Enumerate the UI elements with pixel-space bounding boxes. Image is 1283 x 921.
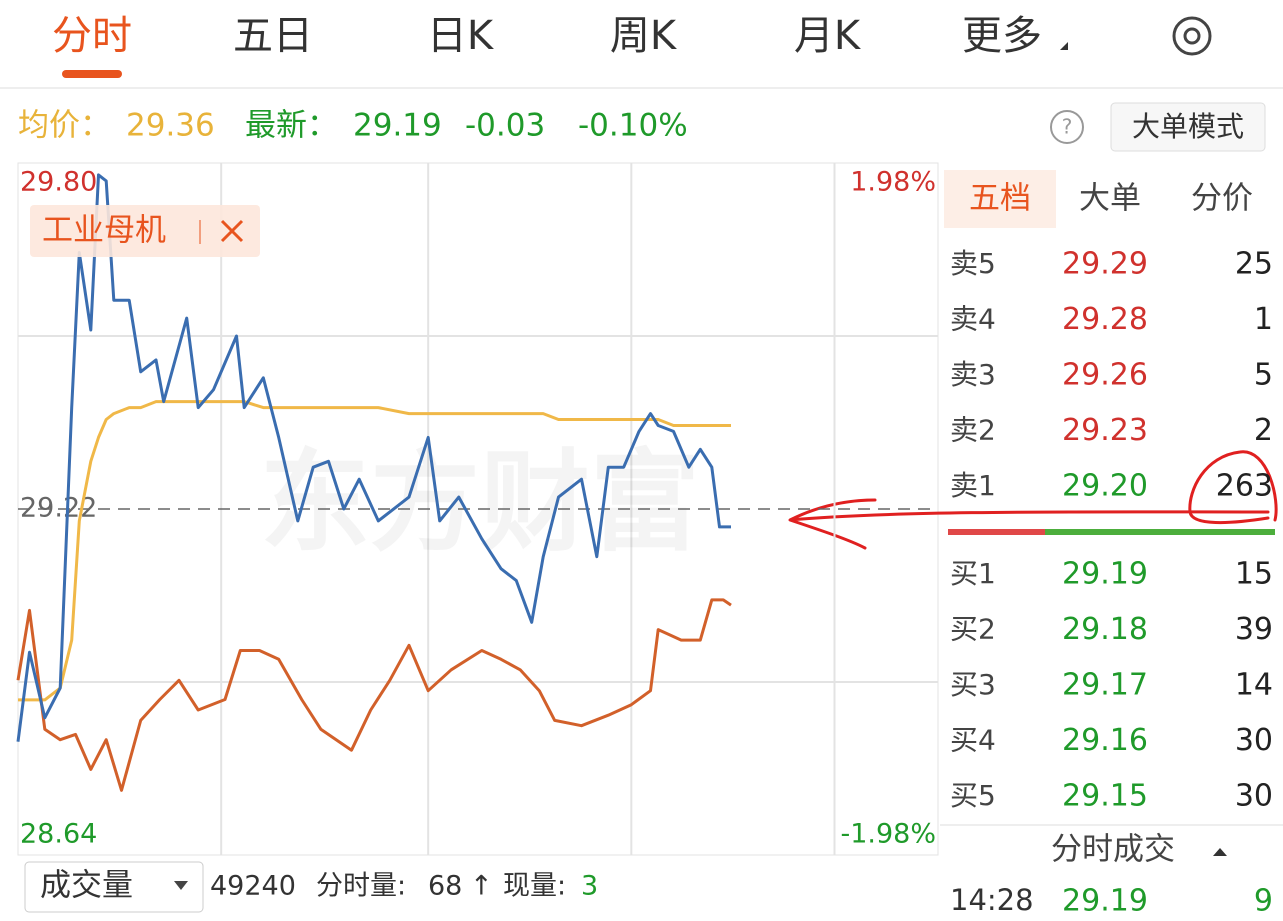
series-line [16, 598, 732, 792]
book-tab-active [944, 170, 1056, 228]
info-latest: 29.19 [353, 108, 442, 144]
tab[interactable]: 月K [794, 13, 862, 59]
book-price: 29.16 [1062, 723, 1148, 758]
volume-current: 3 [581, 871, 598, 902]
y-tick-label: 29.22 [20, 493, 97, 524]
mode-button[interactable]: 大单模式 [1132, 110, 1244, 143]
book-level: 卖2 [950, 414, 996, 447]
overlay-label: 工业母机 [42, 213, 166, 249]
volume-minute-label: 分时量: [316, 871, 406, 902]
tab[interactable]: 更多 [962, 13, 1042, 59]
trades-caret [1213, 848, 1227, 856]
volume-current-label: 现量: [503, 871, 566, 902]
book-level: 买4 [950, 724, 996, 757]
info-change: -0.03 [465, 108, 545, 144]
series-line [16, 173, 731, 742]
y2-tick-label: -1.98% [840, 819, 936, 850]
book-volume: 1 [1254, 302, 1273, 337]
book-volume: 14 [1235, 668, 1273, 703]
tab[interactable]: 周K [610, 13, 678, 59]
ask-depth-bar [948, 529, 1045, 535]
book-volume: 263 [1216, 469, 1273, 504]
book-volume: 39 [1235, 612, 1273, 647]
book-price: 29.15 [1062, 779, 1148, 814]
book-level: 卖4 [950, 303, 996, 336]
book-tab[interactable]: 分价 [1191, 181, 1253, 217]
book-level: 买3 [950, 668, 996, 701]
volume-arrow: ↑ [470, 871, 493, 902]
book-price: 29.23 [1062, 413, 1148, 448]
volume-selector-caret [174, 881, 188, 890]
trade-time: 14:28 [950, 883, 1034, 917]
book-volume: 5 [1254, 358, 1273, 393]
help-icon[interactable] [1050, 110, 1084, 144]
bid-depth-bar [1045, 529, 1275, 535]
y-tick-label: 28.64 [20, 819, 97, 850]
trades-title: 分时成交 [1051, 832, 1175, 868]
watermark: 东方财富 [260, 438, 700, 566]
volume-minute: 68 [428, 871, 462, 902]
book-volume: 30 [1235, 779, 1273, 814]
book-level: 买5 [950, 779, 996, 812]
book-price: 29.28 [1062, 302, 1148, 337]
book-level: 买1 [950, 557, 996, 590]
book-price: 29.18 [1062, 612, 1148, 647]
book-level: 卖3 [950, 358, 996, 391]
trade-volume: 9 [1254, 884, 1273, 919]
volume-selector-box[interactable] [24, 861, 204, 913]
book-price: 29.19 [1062, 557, 1148, 592]
book-level: 卖1 [950, 469, 996, 502]
tab[interactable]: 分时 [52, 13, 132, 59]
book-price: 29.29 [1062, 247, 1148, 282]
overlay-close[interactable] [220, 219, 244, 243]
mode-button-box[interactable] [1110, 102, 1266, 152]
gear-ring [1172, 16, 1212, 56]
info-avg-label: 均价： [18, 108, 111, 144]
overlay-tag [30, 205, 260, 257]
tab[interactable]: 日K [427, 13, 495, 59]
help-mark: ? [1062, 115, 1073, 139]
book-volume: 2 [1254, 413, 1273, 448]
more-caret [1060, 42, 1068, 50]
book-volume: 30 [1235, 723, 1273, 758]
book-price: 29.20 [1062, 469, 1148, 504]
y2-tick-label: 1.98% [850, 167, 936, 198]
book-price: 29.17 [1062, 668, 1148, 703]
gear-hub [1183, 27, 1201, 45]
book-tab[interactable]: 大单 [1079, 181, 1141, 217]
tab-underline [62, 70, 122, 78]
info-latest-label: 最新： [245, 108, 338, 144]
book-volume: 25 [1235, 247, 1273, 282]
book-volume: 15 [1235, 557, 1273, 592]
series-line [18, 400, 731, 702]
volume-total: 49240 [210, 871, 296, 902]
trade-price: 29.19 [1062, 884, 1148, 919]
book-price: 29.26 [1062, 358, 1148, 393]
info-avg: 29.36 [126, 108, 215, 144]
volume-selector[interactable]: 成交量 [40, 868, 133, 904]
book-tab[interactable]: 五档 [969, 181, 1031, 217]
book-level: 卖5 [950, 247, 996, 280]
book-level: 买2 [950, 613, 996, 646]
info-change-pct: -0.10% [578, 108, 688, 144]
tab[interactable]: 五日 [233, 13, 313, 59]
y-tick-label: 29.80 [20, 167, 97, 198]
settings-icon[interactable] [1172, 16, 1212, 56]
